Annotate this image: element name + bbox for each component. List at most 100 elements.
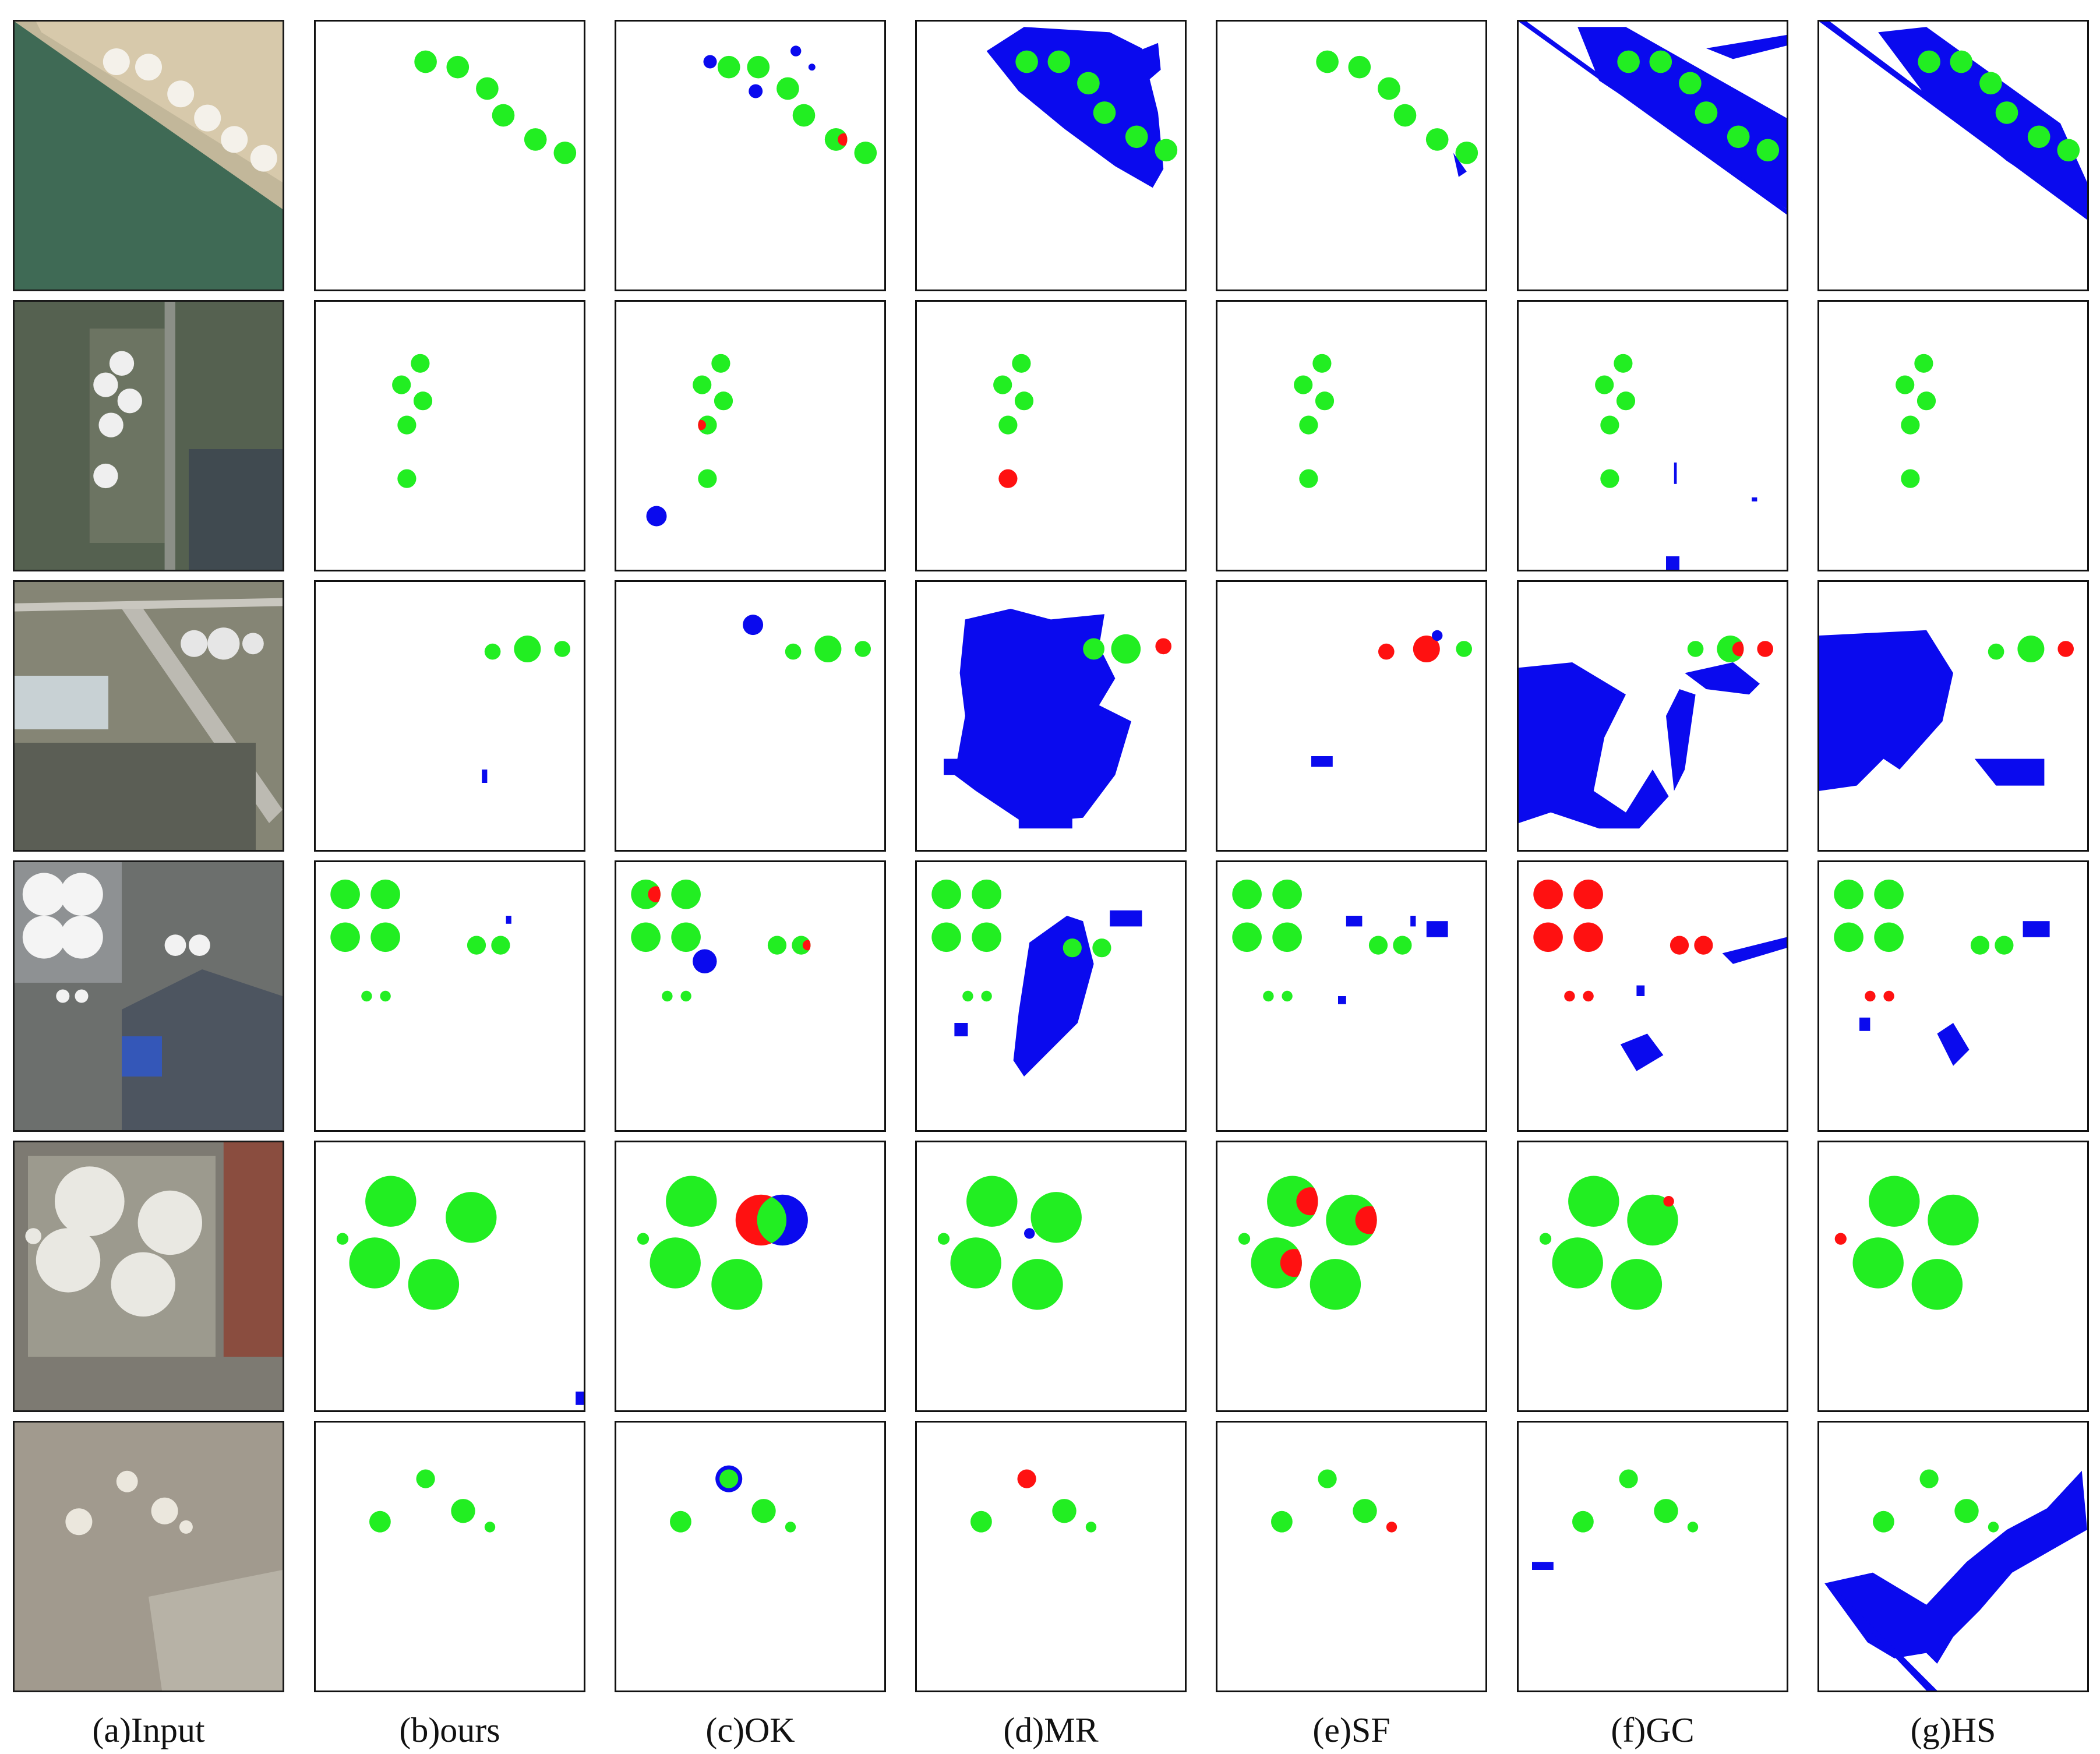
result-ours-6	[314, 1421, 585, 1692]
result-hs-5	[1817, 1141, 2089, 1412]
detected-tank	[411, 354, 430, 373]
detected-tank	[1456, 641, 1472, 657]
detected-tank	[981, 990, 992, 1002]
detected-tank	[792, 104, 816, 127]
segmentation-mask	[1834, 1176, 1979, 1310]
missed-tank	[1663, 1196, 1674, 1207]
segmentation-mask	[637, 1176, 808, 1310]
industrial-zone	[122, 969, 283, 1130]
detected-tank	[397, 415, 417, 435]
result-ok-6	[615, 1421, 886, 1692]
oil-tank	[109, 351, 135, 376]
detected-tank	[330, 879, 360, 909]
missed-tank	[1564, 990, 1575, 1002]
false-detection-region	[1937, 1023, 1970, 1066]
detected-tank	[1756, 139, 1780, 162]
oil-tank	[111, 1252, 175, 1317]
detected-tank	[1092, 938, 1111, 958]
false-detection-region	[1620, 1033, 1664, 1071]
false-detection	[808, 63, 816, 71]
detected-tank	[693, 375, 712, 394]
oil-tank	[221, 126, 248, 153]
containers	[223, 1142, 283, 1357]
segmentation-mask	[937, 1176, 1082, 1310]
detected-tank	[1263, 990, 1274, 1002]
result-gc-2	[1517, 300, 1788, 571]
result-sf-6	[1216, 1421, 1487, 1692]
detected-tank	[785, 1522, 796, 1533]
segmentation-mask	[369, 1469, 496, 1533]
missed-tank-part	[802, 940, 811, 951]
missed-tank	[1386, 1522, 1397, 1533]
result-sf-3	[1216, 580, 1487, 852]
oil-tank	[93, 463, 118, 489]
false-detection-region	[1519, 662, 1669, 829]
detected-tank	[1425, 128, 1449, 151]
false-detection-region	[1878, 27, 2087, 215]
oil-tank	[75, 989, 89, 1003]
missed-tank	[1883, 990, 1894, 1002]
missed-tank	[1865, 990, 1876, 1002]
result-ok-5	[615, 1141, 886, 1412]
missed-tank	[1834, 1233, 1847, 1245]
result-ours-1	[314, 20, 585, 291]
oil-tank	[242, 633, 264, 655]
detected-tank	[397, 469, 417, 488]
detected-tank	[365, 1176, 417, 1227]
detected-tank	[1600, 469, 1619, 488]
detected-tank	[1988, 643, 2004, 660]
detected-tank	[492, 104, 515, 127]
detected-tank	[1238, 1233, 1251, 1245]
detected-tank	[1093, 101, 1116, 124]
detected-tank	[1282, 990, 1293, 1002]
caption-sf: (e)SF	[1312, 1711, 1390, 1749]
detected-tank	[1954, 1499, 1979, 1523]
oil-tank	[116, 1470, 138, 1492]
result-hs-1	[1817, 20, 2089, 291]
detected-tank	[1911, 1259, 1963, 1310]
missed-tank-part	[1296, 1187, 1318, 1216]
missed-tank-part	[648, 886, 661, 903]
detected-tank	[1873, 1511, 1894, 1533]
false-detection-region	[1018, 802, 1072, 829]
detected-tank	[1852, 1237, 1904, 1289]
detected-tank	[1155, 139, 1178, 162]
segmentation-mask	[1519, 636, 1773, 829]
detected-tank	[666, 1176, 717, 1227]
detected-tank	[413, 391, 433, 411]
detected-tank	[491, 936, 510, 955]
detected-tank	[670, 1511, 691, 1533]
detected-tank	[1012, 1259, 1063, 1310]
result-ok-1	[615, 20, 886, 291]
false-detection	[1024, 1228, 1035, 1239]
segmentation-mask	[330, 879, 511, 1002]
detected-tank	[514, 636, 541, 662]
segmentation-mask	[1238, 1176, 1377, 1310]
segmentation-mask	[1316, 50, 1478, 177]
detected-tank	[1914, 354, 1933, 373]
oil-tank	[181, 630, 208, 657]
missed-tank-part	[1732, 641, 1744, 657]
oil-tank	[117, 389, 142, 414]
oil-tank	[103, 48, 130, 75]
detected-tank	[1600, 415, 1619, 435]
segmentation-mask	[482, 636, 570, 783]
oil-tank	[207, 627, 240, 660]
detected-tank	[408, 1259, 460, 1310]
detected-tank	[1353, 1499, 1377, 1523]
result-ours-3	[314, 580, 585, 852]
detected-tank	[1310, 1259, 1361, 1310]
detected-tank	[1995, 101, 2018, 124]
detected-tank	[1901, 415, 1920, 435]
segmentation-mask	[1311, 630, 1472, 767]
aerial-photo	[15, 302, 283, 570]
result-hs-6	[1817, 1421, 2089, 1692]
detected-tank	[637, 1233, 650, 1245]
detected-tank	[416, 1469, 435, 1488]
segmentation-mask	[1539, 1176, 1678, 1310]
segmentation-mask	[743, 615, 871, 662]
detected-tank	[1232, 879, 1262, 909]
false-detection-region	[954, 1023, 968, 1036]
detected-tank	[361, 990, 372, 1002]
detected-tank	[336, 1233, 349, 1245]
